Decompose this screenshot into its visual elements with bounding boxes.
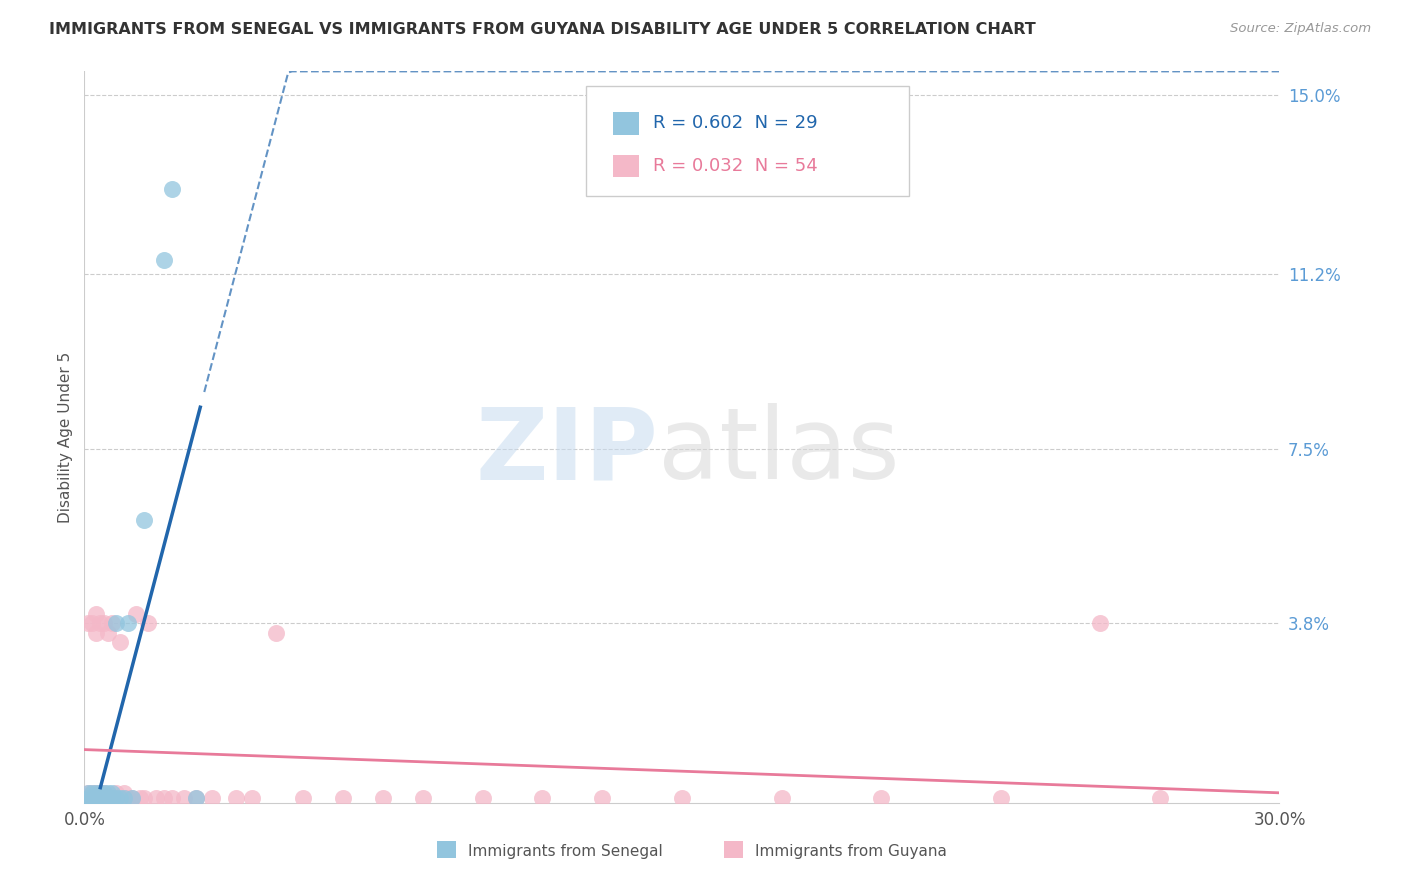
Point bbox=[97, 791, 120, 805]
Point bbox=[86, 786, 108, 800]
Point bbox=[184, 791, 207, 805]
Point bbox=[770, 791, 793, 805]
Point bbox=[591, 791, 613, 805]
Point bbox=[105, 791, 128, 805]
Point bbox=[97, 791, 120, 805]
Point bbox=[89, 791, 111, 805]
Point bbox=[225, 791, 247, 805]
Point bbox=[160, 791, 183, 805]
Point bbox=[117, 791, 139, 805]
Point bbox=[89, 796, 111, 810]
Point bbox=[1149, 791, 1171, 805]
Point bbox=[101, 791, 124, 805]
Point bbox=[990, 791, 1012, 805]
Text: Immigrants from Guyana: Immigrants from Guyana bbox=[755, 844, 946, 859]
Point bbox=[264, 626, 287, 640]
Point bbox=[82, 796, 104, 810]
Point bbox=[86, 791, 108, 805]
Point bbox=[101, 786, 124, 800]
Point bbox=[89, 786, 111, 800]
Point bbox=[82, 791, 104, 805]
Point bbox=[82, 786, 104, 800]
Text: IMMIGRANTS FROM SENEGAL VS IMMIGRANTS FROM GUYANA DISABILITY AGE UNDER 5 CORRELA: IMMIGRANTS FROM SENEGAL VS IMMIGRANTS FR… bbox=[49, 22, 1036, 37]
Point bbox=[77, 786, 100, 800]
Point bbox=[97, 786, 120, 800]
Point bbox=[112, 791, 135, 805]
Point bbox=[412, 791, 434, 805]
Point bbox=[89, 616, 111, 631]
Text: R = 0.032  N = 54: R = 0.032 N = 54 bbox=[654, 157, 818, 175]
Point bbox=[110, 635, 132, 649]
Point bbox=[93, 791, 115, 805]
Point bbox=[86, 626, 108, 640]
Point bbox=[112, 791, 135, 805]
Point bbox=[77, 791, 100, 805]
Point bbox=[77, 791, 100, 805]
FancyBboxPatch shape bbox=[613, 112, 638, 135]
Point bbox=[93, 786, 115, 800]
FancyBboxPatch shape bbox=[724, 840, 744, 858]
Point bbox=[110, 791, 132, 805]
Point bbox=[77, 616, 100, 631]
Point bbox=[292, 791, 315, 805]
Point bbox=[86, 796, 108, 810]
Point bbox=[129, 791, 152, 805]
Point bbox=[97, 626, 120, 640]
Point bbox=[471, 791, 494, 805]
Point bbox=[86, 607, 108, 621]
Point bbox=[105, 616, 128, 631]
Point bbox=[112, 786, 135, 800]
FancyBboxPatch shape bbox=[437, 840, 457, 858]
Point bbox=[86, 786, 108, 800]
Point bbox=[332, 791, 354, 805]
Point bbox=[132, 791, 156, 805]
Point bbox=[145, 791, 167, 805]
Point bbox=[82, 791, 104, 805]
Point bbox=[82, 786, 104, 800]
Point bbox=[89, 786, 111, 800]
Point bbox=[531, 791, 554, 805]
Point bbox=[105, 791, 128, 805]
Point bbox=[93, 791, 115, 805]
Point bbox=[153, 791, 176, 805]
Point bbox=[93, 616, 115, 631]
Point bbox=[77, 796, 100, 810]
Point bbox=[121, 791, 143, 805]
Point bbox=[136, 616, 159, 631]
Point bbox=[93, 786, 115, 800]
Point bbox=[105, 786, 128, 800]
Point bbox=[132, 513, 156, 527]
Point bbox=[184, 791, 207, 805]
Point bbox=[117, 616, 139, 631]
Text: Source: ZipAtlas.com: Source: ZipAtlas.com bbox=[1230, 22, 1371, 36]
Point bbox=[93, 796, 115, 810]
Point bbox=[160, 182, 183, 196]
Point bbox=[82, 616, 104, 631]
Point bbox=[870, 791, 893, 805]
Text: Immigrants from Senegal: Immigrants from Senegal bbox=[468, 844, 664, 859]
Point bbox=[1090, 616, 1112, 631]
Point bbox=[671, 791, 693, 805]
Point bbox=[121, 791, 143, 805]
Point bbox=[86, 791, 108, 805]
Point bbox=[101, 616, 124, 631]
Point bbox=[201, 791, 224, 805]
Point bbox=[77, 786, 100, 800]
Y-axis label: Disability Age Under 5: Disability Age Under 5 bbox=[58, 351, 73, 523]
Point bbox=[125, 607, 148, 621]
Text: R = 0.602  N = 29: R = 0.602 N = 29 bbox=[654, 114, 818, 132]
Point bbox=[173, 791, 195, 805]
FancyBboxPatch shape bbox=[586, 86, 910, 195]
Point bbox=[373, 791, 395, 805]
Text: atlas: atlas bbox=[658, 403, 900, 500]
Point bbox=[153, 253, 176, 268]
Text: ZIP: ZIP bbox=[475, 403, 658, 500]
Point bbox=[89, 791, 111, 805]
Point bbox=[110, 791, 132, 805]
FancyBboxPatch shape bbox=[613, 155, 638, 178]
Point bbox=[240, 791, 263, 805]
Point bbox=[101, 791, 124, 805]
